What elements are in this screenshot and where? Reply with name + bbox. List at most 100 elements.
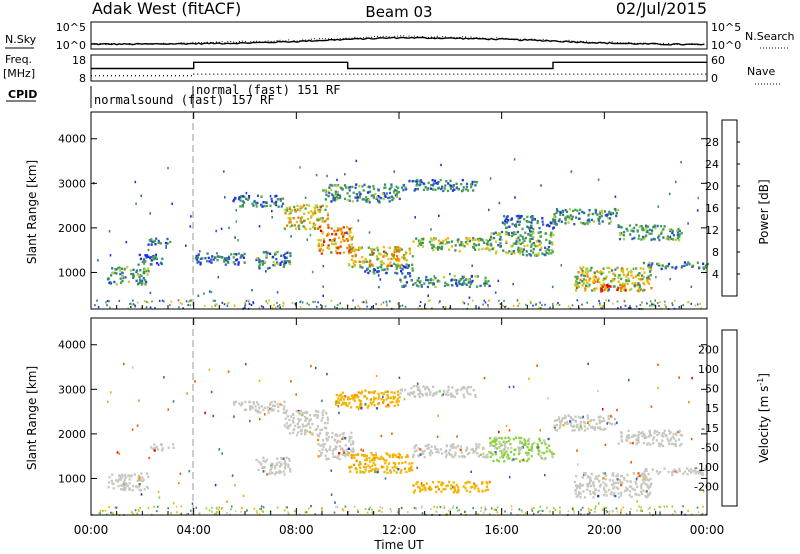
power-cell [316,217,319,220]
velocity-cell [657,363,659,366]
power-cell [529,230,533,233]
power-cell [548,240,551,243]
velocity-cell [538,510,540,513]
power-cell [462,275,465,279]
velocity-cell [484,508,487,511]
power-cell [416,182,419,185]
power-cell [526,244,529,247]
velocity-cell [690,468,693,471]
velocity-cell [640,506,642,509]
velocity-cell [153,449,156,452]
power-cell [453,274,456,278]
power-cell [690,302,692,305]
velocity-cell [379,457,382,460]
velocity-cell [489,437,492,440]
power-cell [639,288,642,291]
velocity-cell [603,472,606,475]
velocity-cell [395,455,398,458]
power-cell [619,225,622,228]
power-cell [328,186,331,189]
power-cell [486,246,489,250]
power-cell [355,193,358,196]
velocity-cell [545,450,548,453]
velocity-cell [423,449,426,453]
velocity-cell [391,400,394,404]
power-cell [388,188,391,191]
velocity-cell [510,512,512,515]
power-cell [630,274,633,277]
velocity-cell [355,406,358,409]
velocity-cell [599,415,602,418]
power-cell [368,263,371,267]
velocity-cell [352,451,355,454]
power-cell [223,303,226,306]
velocity-cell [555,429,558,432]
power-cell [350,247,353,251]
velocity-cell [549,510,551,513]
velocity-cell [605,494,608,497]
velocity-cell [273,404,277,408]
velocity-cell [490,444,493,447]
power-cell [121,279,124,283]
velocity-cell [580,484,583,487]
power-cell [391,253,394,256]
power-cell [649,304,651,307]
velocity-cell [474,395,477,398]
power-cell [652,225,655,229]
power-cell [587,214,590,217]
velocity-cell [383,392,386,395]
velocity-cell [431,451,434,455]
power-cell [467,278,471,281]
power-cell [529,238,532,241]
velocity-cell [433,505,435,508]
power-cell [647,264,650,268]
power-cell [265,204,268,208]
power-cell [620,277,623,280]
velocity-cell [172,502,175,505]
velocity-cell [429,487,432,490]
velocity-cell [395,471,398,474]
power-cell [517,246,520,250]
velocity-cells [91,362,707,517]
velocity-cell [99,509,102,512]
power-cell [504,226,508,229]
velocity-colorbar-label: Velocity [m s-1] [756,373,771,463]
power-cell [290,235,292,238]
power-cell [393,248,396,251]
power-cell [530,249,533,252]
power-cell [512,250,515,253]
velocity-cell [218,508,220,511]
power-cell [142,270,145,273]
power-cell [503,215,506,218]
power-cell [537,252,540,255]
velocity-cell [271,462,274,466]
power-cell [226,305,229,307]
power-cell [490,232,493,235]
velocity-cell [317,443,320,446]
velocity-cell [428,485,431,488]
velocity-cell [644,482,647,486]
velocity-cell [139,476,141,479]
power-cell [578,212,581,215]
power-cell [653,238,656,241]
power-cell [535,240,538,243]
velocity-cell [373,456,376,460]
power-cell [303,219,306,223]
velocity-cell [592,418,596,422]
power-cell [401,186,404,189]
velocity-cell [429,488,432,492]
power-cell [105,301,107,304]
power-cell [106,300,109,302]
power-cell [157,263,160,266]
power-cell [529,216,532,219]
power-cell [468,237,471,240]
velocity-cell [579,483,582,486]
power-cell [344,231,347,235]
velocity-cell [583,496,586,499]
power-cell [586,222,589,225]
power-cell [169,304,171,307]
velocity-cell [576,449,578,452]
power-cell [598,210,601,213]
velocity-cell [503,453,506,457]
velocity-ylabel: Slant Range [km] [25,366,39,470]
